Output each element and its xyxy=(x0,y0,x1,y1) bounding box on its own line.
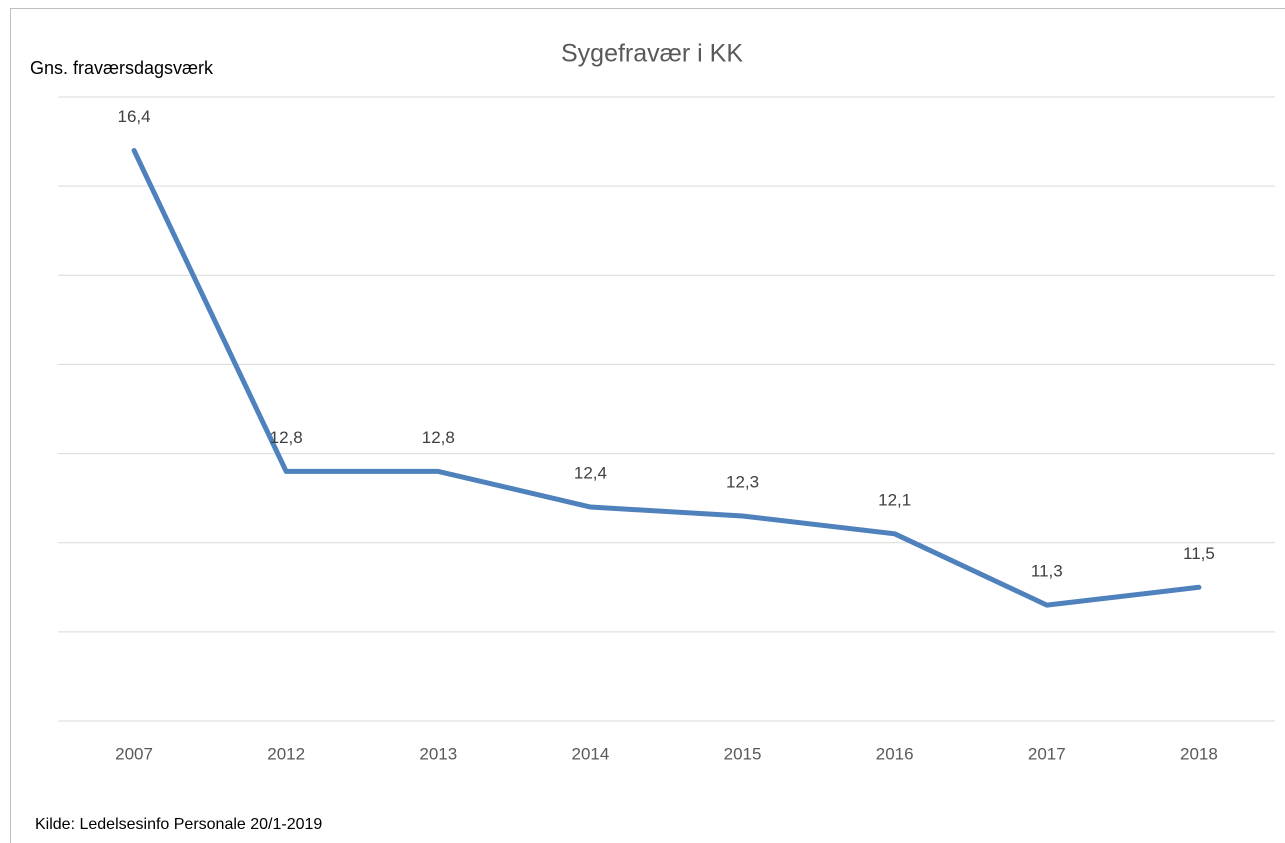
data-label: 12,8 xyxy=(270,428,303,447)
chart-title: Sygefravær i KK xyxy=(561,40,743,68)
x-tick-label: 2012 xyxy=(267,744,305,763)
data-label: 12,4 xyxy=(574,464,607,483)
x-tick-label: 2013 xyxy=(419,744,457,763)
x-tick-label: 2017 xyxy=(1028,744,1066,763)
y-axis-label: Gns. fraværsdagsværk xyxy=(30,58,214,78)
x-tick-label: 2014 xyxy=(572,744,610,763)
data-label: 11,5 xyxy=(1183,544,1215,563)
x-tick-label: 2015 xyxy=(724,744,762,763)
source-note: Kilde: Ledelsesinfo Personale 20/1-2019 xyxy=(35,816,322,833)
chart-border xyxy=(10,8,1285,843)
x-tick-label: 2018 xyxy=(1180,744,1218,763)
data-label: 12,8 xyxy=(422,428,455,447)
data-label: 11,3 xyxy=(1031,562,1063,581)
data-label: 16,4 xyxy=(118,107,151,126)
x-tick-label: 2016 xyxy=(876,744,914,763)
x-tick-label: 2007 xyxy=(115,744,153,763)
data-line xyxy=(131,147,1202,608)
data-label: 12,3 xyxy=(726,472,759,491)
data-label: 12,1 xyxy=(878,490,911,509)
